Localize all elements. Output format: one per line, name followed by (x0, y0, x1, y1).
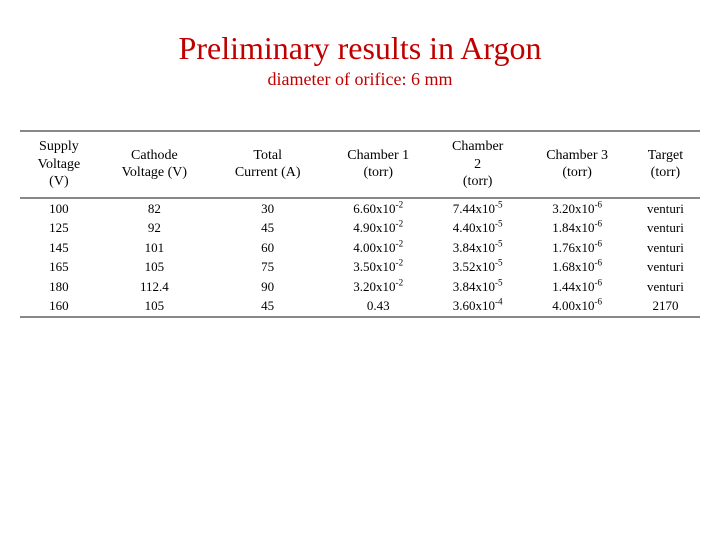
col-chamber-3: Chamber 3(torr) (523, 131, 631, 198)
page-title: Preliminary results in Argon (0, 30, 720, 67)
table-cell: 4.40x10-5 (432, 218, 523, 238)
table-cell: 2170 (631, 296, 700, 317)
col-total-current: TotalCurrent (A) (211, 131, 325, 198)
table-cell: 3.60x10-4 (432, 296, 523, 317)
table-cell: 101 (98, 238, 211, 258)
table-cell: 3.50x10-2 (324, 257, 432, 277)
table-cell: 3.20x10-6 (523, 198, 631, 219)
table-cell: 60 (211, 238, 325, 258)
col-target: Target(torr) (631, 131, 700, 198)
table-cell: 92 (98, 218, 211, 238)
table-row: 145101604.00x10-23.84x10-51.76x10-6ventu… (20, 238, 700, 258)
table-cell: 75 (211, 257, 325, 277)
table-cell: 1.76x10-6 (523, 238, 631, 258)
results-table: SupplyVoltage(V) CathodeVoltage (V) Tota… (20, 130, 700, 318)
table-cell: 4.00x10-6 (523, 296, 631, 317)
table-cell: venturi (631, 257, 700, 277)
table-cell: 3.84x10-5 (432, 277, 523, 297)
page-subtitle: diameter of orifice: 6 mm (0, 69, 720, 90)
table-cell: 125 (20, 218, 98, 238)
table-cell: 82 (98, 198, 211, 219)
results-table-container: SupplyVoltage(V) CathodeVoltage (V) Tota… (20, 130, 700, 318)
col-supply-voltage: SupplyVoltage(V) (20, 131, 98, 198)
table-cell: 6.60x10-2 (324, 198, 432, 219)
table-cell: venturi (631, 238, 700, 258)
table-cell: 105 (98, 296, 211, 317)
table-cell: 4.00x10-2 (324, 238, 432, 258)
table-cell: 7.44x10-5 (432, 198, 523, 219)
table-header-row: SupplyVoltage(V) CathodeVoltage (V) Tota… (20, 131, 700, 198)
table-cell: 4.90x10-2 (324, 218, 432, 238)
table-cell: 1.68x10-6 (523, 257, 631, 277)
table-cell: 180 (20, 277, 98, 297)
table-cell: 30 (211, 198, 325, 219)
table-cell: 1.84x10-6 (523, 218, 631, 238)
table-cell: 3.52x10-5 (432, 257, 523, 277)
table-cell: 165 (20, 257, 98, 277)
table-cell: 3.84x10-5 (432, 238, 523, 258)
table-row: 160105450.433.60x10-44.00x10-62170 (20, 296, 700, 317)
table-cell: 112.4 (98, 277, 211, 297)
table-cell: 100 (20, 198, 98, 219)
table-body: 10082306.60x10-27.44x10-53.20x10-6ventur… (20, 198, 700, 317)
table-cell: 0.43 (324, 296, 432, 317)
table-cell: 3.20x10-2 (324, 277, 432, 297)
table-cell: 160 (20, 296, 98, 317)
table-cell: venturi (631, 277, 700, 297)
table-row: 10082306.60x10-27.44x10-53.20x10-6ventur… (20, 198, 700, 219)
col-chamber-2: Chamber2(torr) (432, 131, 523, 198)
table-row: 165105753.50x10-23.52x10-51.68x10-6ventu… (20, 257, 700, 277)
table-cell: 45 (211, 296, 325, 317)
table-cell: 105 (98, 257, 211, 277)
table-cell: 90 (211, 277, 325, 297)
table-row: 180112.4903.20x10-23.84x10-51.44x10-6ven… (20, 277, 700, 297)
table-row: 12592454.90x10-24.40x10-51.84x10-6ventur… (20, 218, 700, 238)
table-cell: 45 (211, 218, 325, 238)
table-cell: 1.44x10-6 (523, 277, 631, 297)
table-cell: venturi (631, 218, 700, 238)
col-chamber-1: Chamber 1(torr) (324, 131, 432, 198)
table-cell: venturi (631, 198, 700, 219)
table-cell: 145 (20, 238, 98, 258)
col-cathode-voltage: CathodeVoltage (V) (98, 131, 211, 198)
